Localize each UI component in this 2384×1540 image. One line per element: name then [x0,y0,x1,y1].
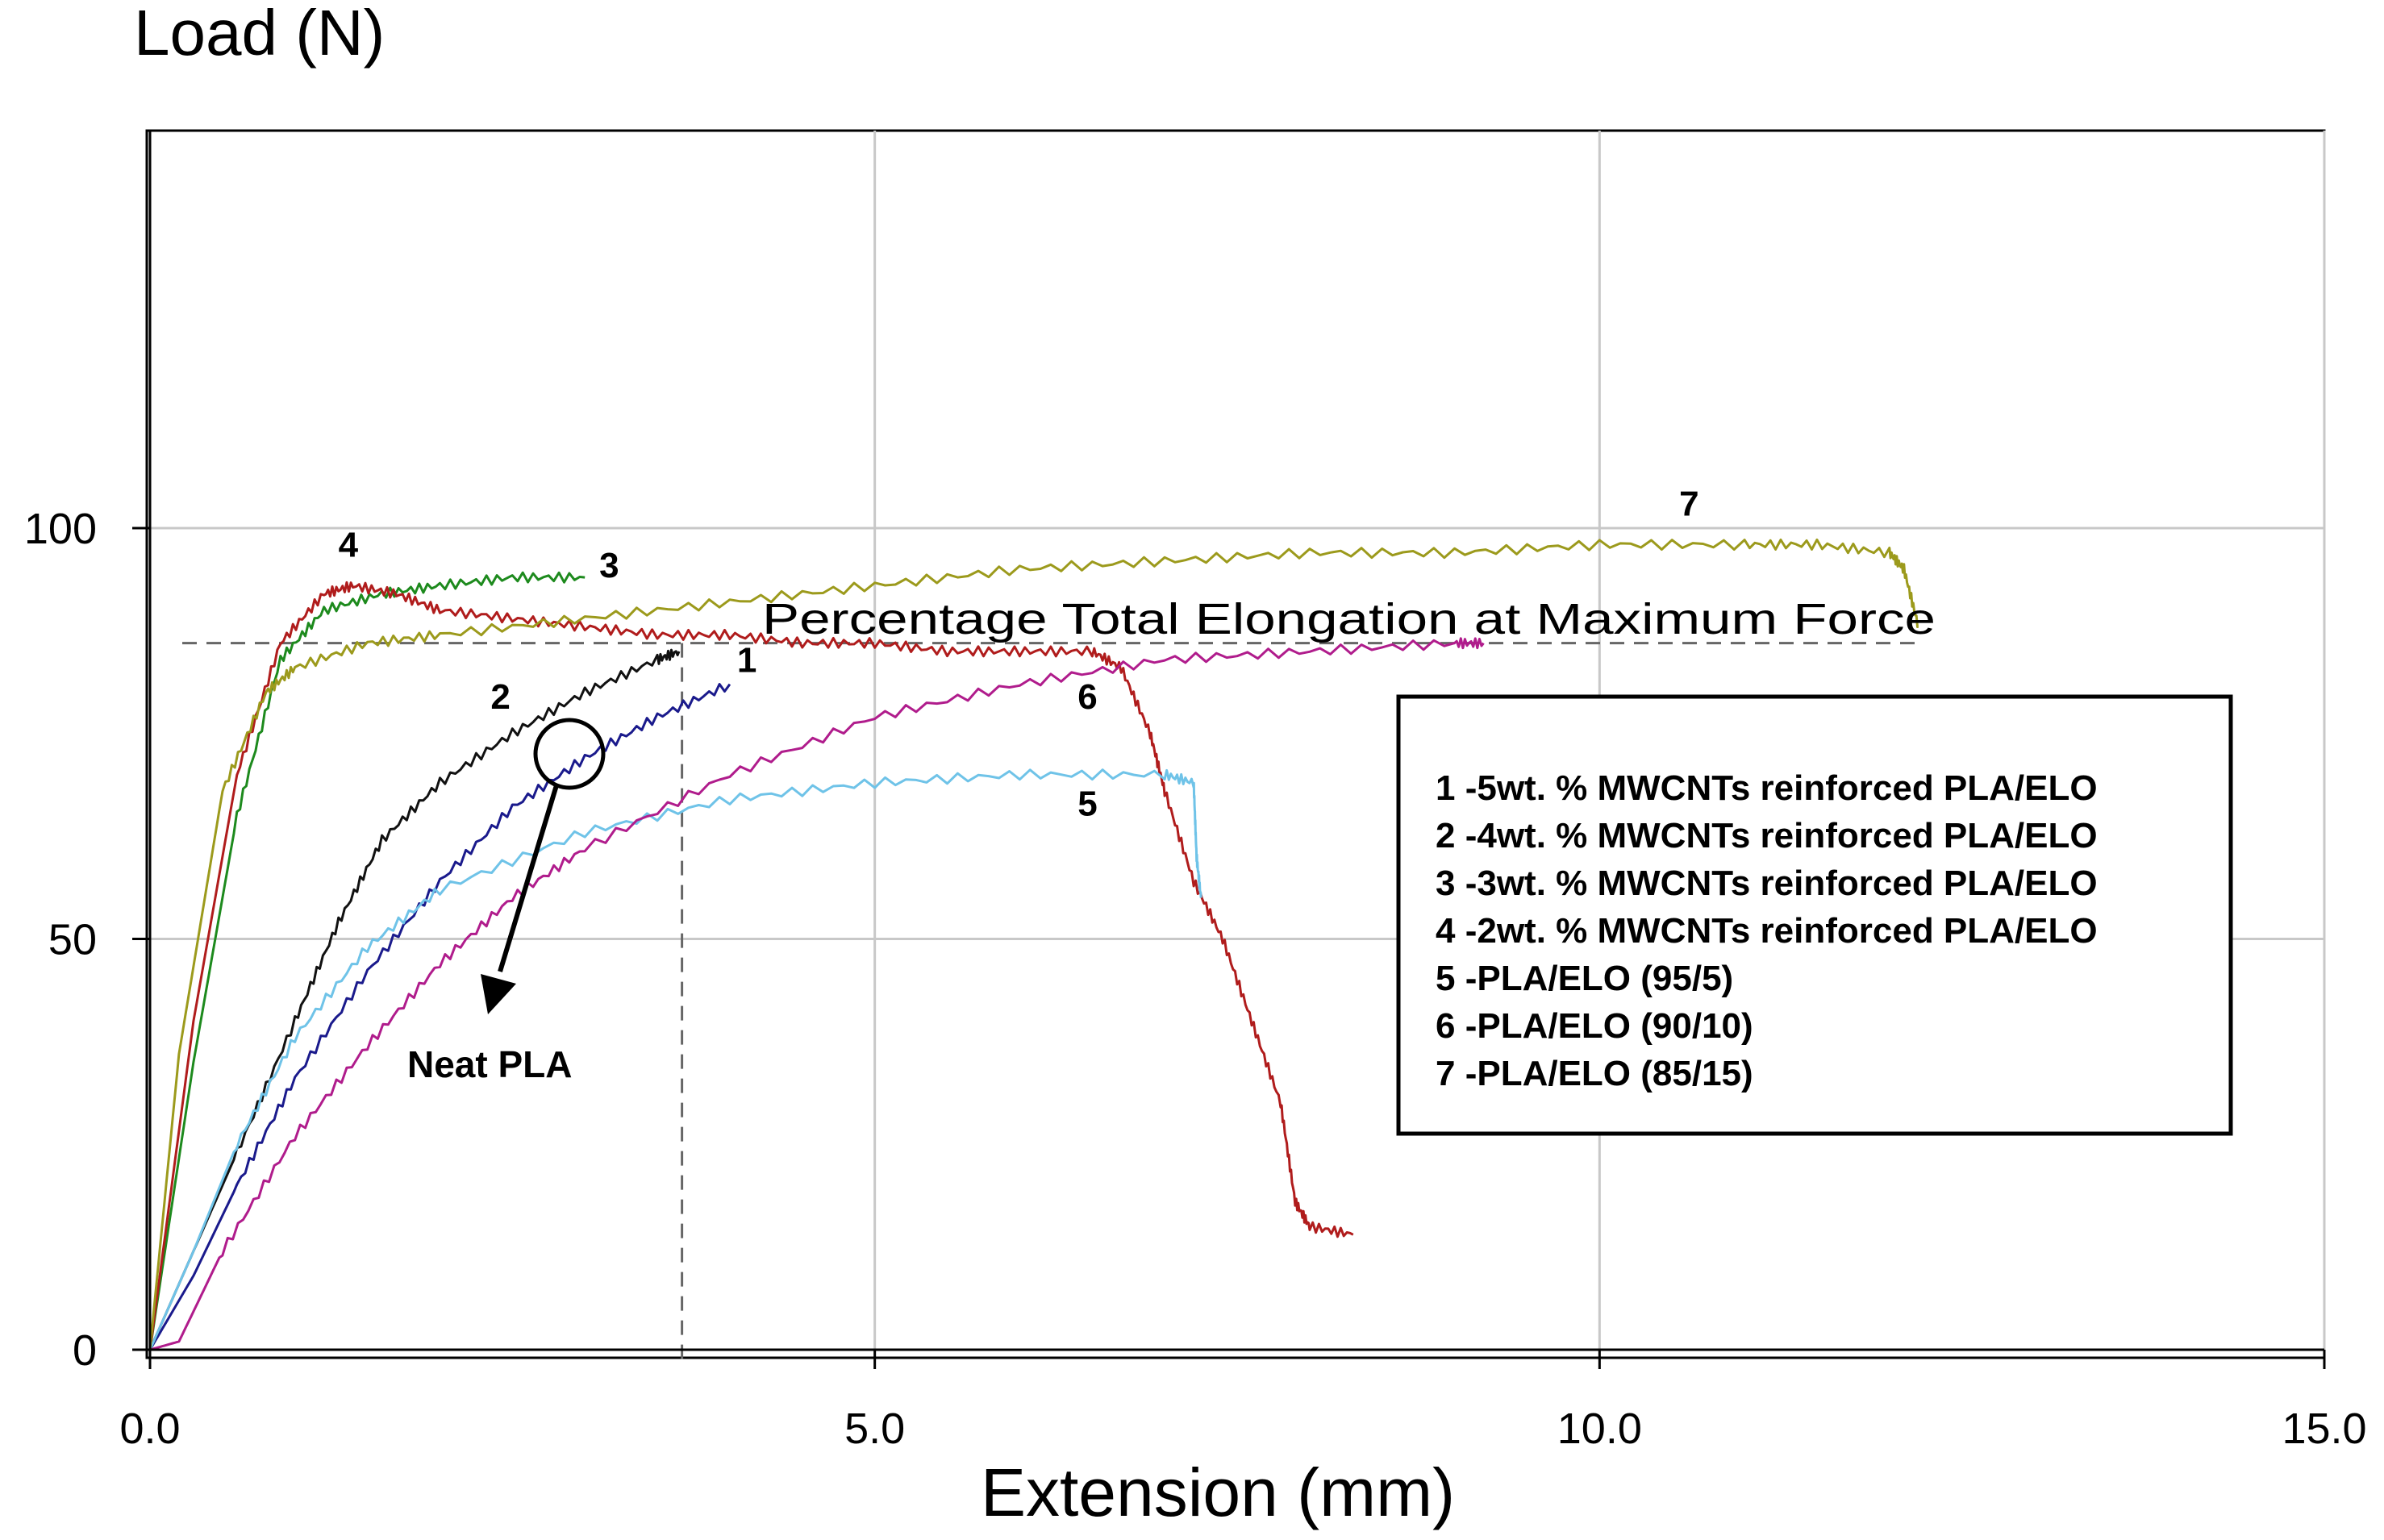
series-label-3: 3 [599,546,619,585]
y-tick-label: 0 [73,1326,97,1375]
series-label-4: 4 [339,526,359,565]
legend-entry: 3 -3wt. % MWCNTs reinforced PLA/ELO [1436,864,2098,903]
x-tick-label: 15.0 [2282,1405,2366,1453]
neat-pla-arrow-shaft [498,785,559,972]
legend-entry: 4 -2wt. % MWCNTs reinforced PLA/ELO [1436,911,2098,951]
series-labels: 1 2 3 4 5 6 7 [339,485,1699,824]
series-line-1 [148,683,731,1351]
series-label-7: 7 [1679,485,1698,524]
series-label-6: 6 [1077,677,1097,717]
series-label-1: 1 [737,640,756,680]
series-label-2: 2 [490,677,510,717]
legend-entry: 1 -5wt. % MWCNTs reinforced PLA/ELO [1436,768,2098,808]
legend-box [1396,694,2233,1136]
x-axis-label: Extension (mm) [981,1455,1455,1530]
series-line-5 [148,768,1202,1351]
legend-entry: 2 -4wt. % MWCNTs reinforced PLA/ELO [1436,816,2098,855]
legend-entry: 6 -PLA/ELO (90/10) [1436,1006,1753,1046]
x-tick-label: 0.0 [119,1405,180,1453]
series-line-7 [148,538,1919,1351]
series-group [148,538,1919,1351]
series-label-5: 5 [1077,785,1097,824]
series-line-6 [149,637,1485,1351]
legend: 1 -5wt. % MWCNTs reinforced PLA/ELO 2 -4w… [1436,768,2098,1093]
max-force-annotation: Percentage Total Elongation at Maximum F… [762,595,1936,643]
y-tick-label: 100 [24,505,97,553]
neat-pla-label: Neat PLA [407,1043,572,1085]
x-tick-label: 5.0 [844,1405,905,1453]
series-line-3 [148,571,586,1351]
y-tick-label: 50 [48,916,97,964]
neat-pla-arrowhead [481,974,516,1014]
axis-ticks: 0.0 5.0 10.0 15.0 0 50 100 [24,505,2367,1453]
neat-pla-circle [533,718,606,790]
legend-entry: 7 -PLA/ELO (85/15) [1436,1054,1753,1093]
legend-entry: 5 -PLA/ELO (95/5) [1436,959,1733,998]
series-line-4 [148,581,1354,1351]
y-axis-label: Load (N) [134,0,385,69]
x-tick-label: 10.0 [1557,1405,1642,1453]
series-line-2 [148,648,681,1351]
